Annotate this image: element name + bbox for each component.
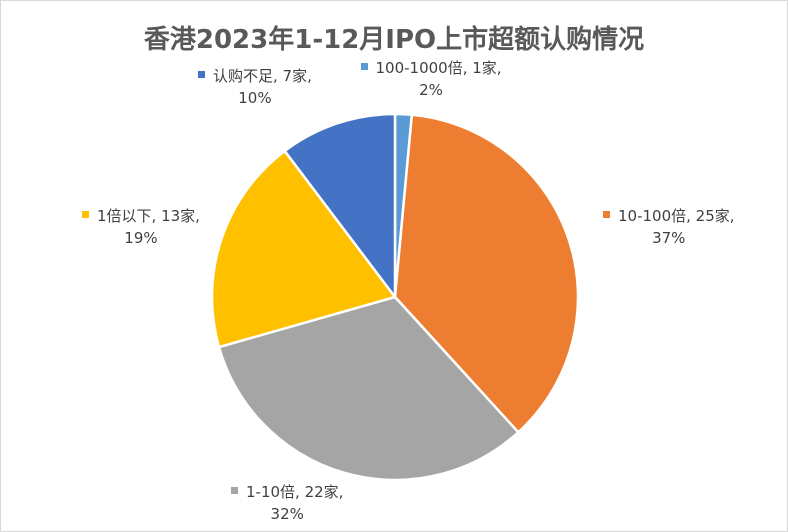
legend-marker xyxy=(82,211,89,218)
pie-slice-2 xyxy=(217,295,521,482)
pie-slice-3 xyxy=(210,149,398,349)
data-label-1: 10-100倍, 25家, 37% xyxy=(603,205,735,249)
data-label-2: 1-10倍, 22家, 32% xyxy=(231,481,343,525)
data-label-percent: 37% xyxy=(652,229,686,247)
data-label-3: 1倍以下, 13家, 19% xyxy=(82,205,200,249)
data-label-percent: 32% xyxy=(270,505,304,523)
data-label-percent: 19% xyxy=(124,229,158,247)
legend-marker xyxy=(231,487,238,494)
data-label-category: 1-10倍, 22家, xyxy=(246,483,344,501)
data-label-category: 100-1000倍, 1家, xyxy=(375,59,502,77)
pie-slice-1 xyxy=(393,113,580,435)
data-label-category: 认购不足, 7家, xyxy=(213,67,312,85)
legend-marker xyxy=(198,71,205,78)
data-label-0: 100-1000倍, 1家, 2% xyxy=(360,57,502,101)
data-label-percent: 2% xyxy=(419,81,443,99)
data-label-percent: 10% xyxy=(238,89,272,107)
data-label-category: 10-100倍, 25家, xyxy=(618,207,735,225)
chart-title: 香港2023年1-12月IPO上市超额认购情况 xyxy=(143,25,645,55)
data-label-category: 1倍以下, 13家, xyxy=(97,207,200,225)
legend-marker xyxy=(360,63,368,70)
pie-slice-4 xyxy=(282,112,397,301)
data-label-4: 认购不足, 7家, 10% xyxy=(198,65,312,109)
legend-marker xyxy=(603,211,610,218)
